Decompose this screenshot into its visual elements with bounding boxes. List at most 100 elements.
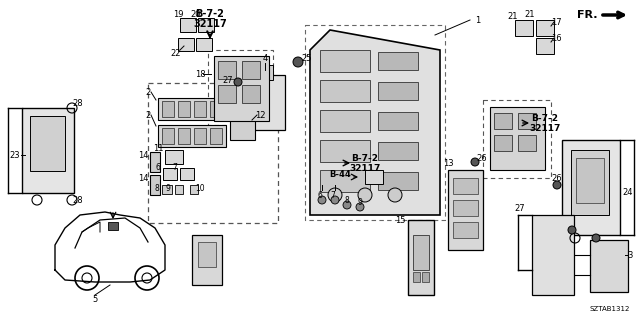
Text: 1: 1	[476, 15, 481, 25]
Text: 9: 9	[358, 197, 362, 206]
Bar	[180, 18, 196, 32]
Text: 24: 24	[623, 188, 633, 196]
Circle shape	[293, 57, 303, 67]
Bar	[198, 242, 216, 267]
Circle shape	[592, 234, 600, 242]
Bar	[30, 116, 65, 171]
Bar	[448, 170, 483, 250]
Text: 15: 15	[395, 215, 405, 225]
Bar	[483, 100, 551, 178]
Text: 6: 6	[156, 163, 161, 172]
Bar	[178, 101, 190, 117]
Text: 2: 2	[145, 87, 150, 97]
Bar	[208, 50, 273, 125]
Bar	[518, 135, 536, 151]
Text: 2: 2	[145, 110, 150, 119]
Text: 6: 6	[317, 190, 323, 199]
Circle shape	[388, 188, 402, 202]
Bar	[571, 150, 609, 215]
Text: 21: 21	[525, 10, 535, 19]
Bar	[576, 158, 604, 203]
Text: 8: 8	[344, 196, 349, 204]
Bar	[158, 98, 226, 120]
Text: FR.: FR.	[577, 10, 598, 20]
Text: B-7-2: B-7-2	[196, 9, 225, 19]
Bar	[190, 185, 198, 194]
Text: 14: 14	[138, 150, 148, 159]
Text: 7: 7	[173, 163, 177, 172]
Text: B-7-2: B-7-2	[351, 154, 378, 163]
Bar	[320, 170, 370, 192]
Bar	[158, 125, 226, 147]
Bar	[148, 83, 278, 223]
Bar	[378, 172, 418, 190]
Bar	[210, 128, 222, 144]
Bar	[108, 222, 118, 230]
Text: 26: 26	[477, 154, 487, 163]
Text: 28: 28	[73, 99, 83, 108]
Bar	[192, 235, 222, 285]
Text: 19: 19	[173, 10, 183, 19]
Text: 22: 22	[171, 49, 181, 58]
Text: B-7-2: B-7-2	[531, 114, 559, 123]
Bar	[413, 272, 420, 282]
Bar	[408, 220, 434, 295]
Bar	[194, 101, 206, 117]
Text: 18: 18	[195, 69, 205, 78]
Circle shape	[356, 203, 364, 211]
Bar	[163, 168, 177, 180]
Bar	[210, 101, 222, 117]
Bar	[22, 108, 74, 193]
Text: 12: 12	[255, 110, 265, 119]
Bar	[494, 113, 512, 129]
Text: 5: 5	[92, 295, 98, 305]
Text: 11: 11	[153, 143, 163, 153]
Text: 16: 16	[550, 34, 561, 43]
Bar	[532, 215, 574, 295]
Polygon shape	[310, 30, 440, 215]
Bar	[150, 175, 160, 195]
Bar	[413, 235, 429, 270]
Text: 26: 26	[552, 173, 563, 182]
Text: SZTAB1312: SZTAB1312	[589, 306, 630, 312]
Bar	[320, 110, 370, 132]
Bar	[453, 200, 478, 216]
Bar	[245, 75, 285, 130]
Bar	[162, 128, 174, 144]
Bar	[320, 80, 370, 102]
Bar	[422, 272, 429, 282]
Text: 14: 14	[138, 173, 148, 182]
Text: 32117: 32117	[349, 164, 381, 172]
Bar	[365, 170, 383, 184]
Text: 13: 13	[443, 158, 453, 167]
Bar	[378, 52, 418, 70]
Text: 27: 27	[515, 204, 525, 212]
Bar	[378, 142, 418, 160]
Bar	[378, 82, 418, 100]
Text: 32117: 32117	[193, 19, 227, 29]
Circle shape	[318, 196, 326, 204]
Text: 20: 20	[191, 10, 201, 19]
Bar	[562, 140, 620, 235]
Text: 9: 9	[166, 183, 170, 193]
Text: B-44: B-44	[329, 170, 351, 179]
Bar	[162, 185, 172, 194]
Circle shape	[234, 78, 242, 86]
Bar	[242, 61, 260, 79]
Bar	[494, 135, 512, 151]
Text: 3: 3	[627, 251, 633, 260]
Bar	[178, 128, 190, 144]
Bar	[218, 85, 236, 103]
Bar	[453, 178, 478, 194]
Bar	[218, 61, 236, 79]
Bar	[175, 185, 183, 194]
Bar	[378, 112, 418, 130]
Bar	[453, 222, 478, 238]
Text: 25: 25	[301, 53, 312, 62]
Circle shape	[328, 188, 342, 202]
Text: 32117: 32117	[529, 124, 561, 132]
Bar	[198, 18, 214, 32]
Bar	[180, 168, 194, 180]
Bar	[305, 25, 445, 220]
Circle shape	[471, 158, 479, 166]
